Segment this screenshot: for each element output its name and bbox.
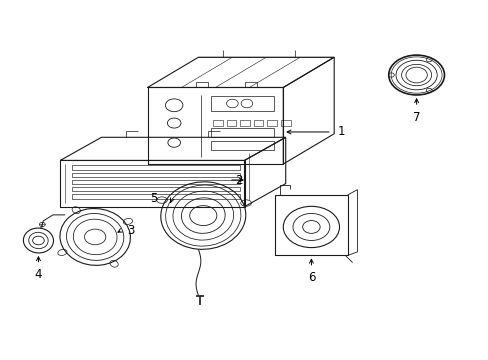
Text: 3: 3 [127,224,134,237]
Text: 2: 2 [234,174,242,186]
Text: 7: 7 [412,111,420,123]
Text: 5: 5 [149,192,157,205]
Text: 4: 4 [35,268,42,281]
Text: 6: 6 [307,271,314,284]
Text: 1: 1 [337,126,345,139]
